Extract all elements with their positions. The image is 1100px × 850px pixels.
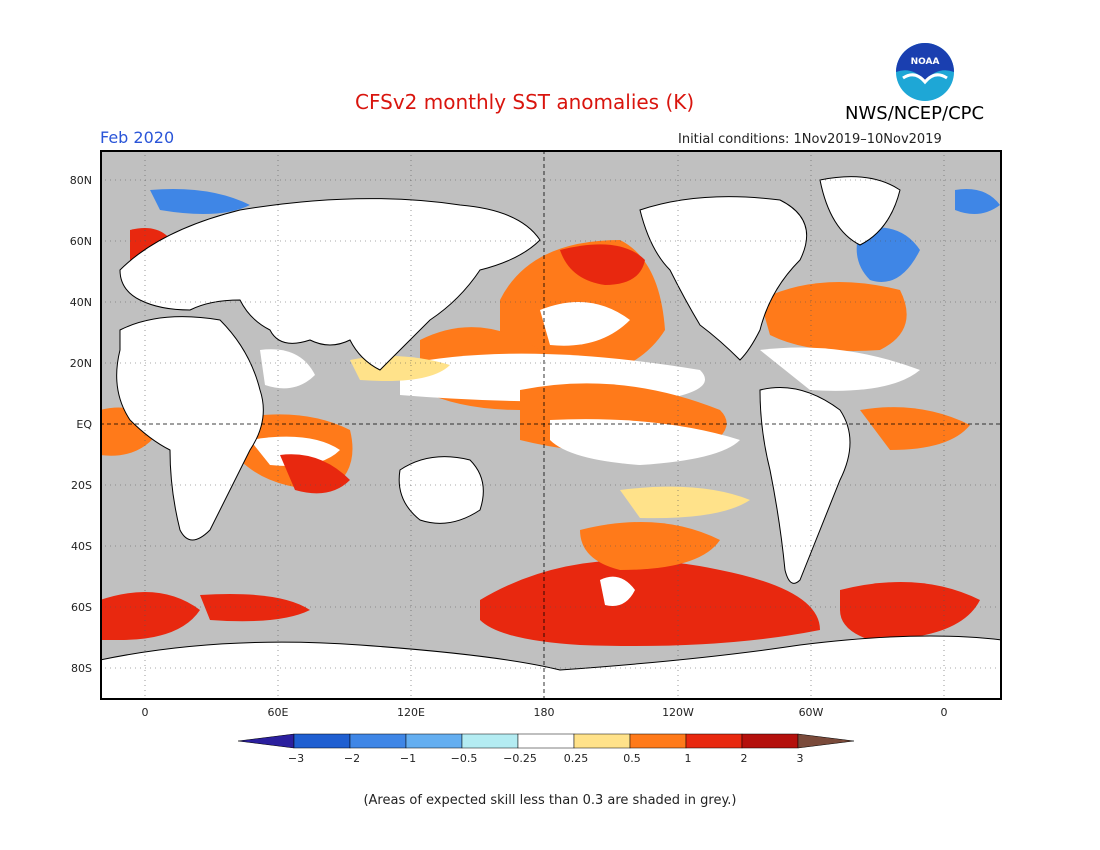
colorbar-cell xyxy=(685,733,743,749)
indian-ocean-hot xyxy=(280,454,350,494)
logo-text: NOAA xyxy=(911,57,940,67)
grid-lines xyxy=(100,150,1002,700)
lon-label: 120W xyxy=(662,706,694,719)
colorbar-cell xyxy=(461,733,519,749)
colorbar-cell xyxy=(741,733,799,749)
south-america xyxy=(759,387,851,584)
south-pacific-yellow xyxy=(620,486,750,519)
colorbar-arrow-high xyxy=(797,733,855,749)
skill-footnote: (Areas of expected skill less than 0.3 a… xyxy=(363,793,737,808)
south-ocean-east-hot xyxy=(840,582,980,640)
initial-conditions: Initial conditions: 1Nov2019–10Nov2019 xyxy=(678,132,942,147)
equatorial-pacific-white xyxy=(550,419,740,465)
colorbar-cell xyxy=(349,733,407,749)
noaa-logo-icon: NOAA xyxy=(894,41,956,103)
arabian-sea-white xyxy=(260,349,315,389)
north-america xyxy=(639,196,808,361)
north-atlantic-warm xyxy=(760,282,907,351)
colorbar-label: 1 xyxy=(684,752,692,765)
organization-label: NWS/NCEP/CPC xyxy=(845,103,985,124)
lon-label: 0 xyxy=(940,706,948,719)
greenland xyxy=(819,176,901,246)
anomaly-patches xyxy=(100,189,1000,646)
colorbar-cell xyxy=(573,733,631,749)
colorbar-cell xyxy=(517,733,575,749)
north-atlantic-cold xyxy=(856,227,920,282)
greenland-cold xyxy=(955,189,1000,214)
lat-label: 60S xyxy=(71,601,92,614)
sst-anomaly-map xyxy=(100,150,1002,700)
map-frame xyxy=(100,150,1002,700)
south-indian-hot xyxy=(200,594,310,622)
lat-label: 20N xyxy=(69,357,92,370)
colorbar-cell xyxy=(293,733,351,749)
lon-label: 120E xyxy=(397,706,425,719)
map-title: CFSv2 monthly SST anomalies (K) xyxy=(355,90,695,114)
eurasia xyxy=(119,198,541,371)
lat-label: 40N xyxy=(69,296,92,309)
colorbar-label: −3 xyxy=(287,752,305,765)
lat-label: 60N xyxy=(69,235,92,248)
colorbar-label: −0.5 xyxy=(450,752,478,765)
north-pacific-white xyxy=(540,302,630,346)
australia xyxy=(398,456,484,524)
southern-ocean-warm xyxy=(480,560,820,646)
lat-label: 80N xyxy=(69,174,92,187)
arctic-cold xyxy=(150,189,250,214)
lon-label: 60E xyxy=(267,706,289,719)
colorbar-label: 3 xyxy=(796,752,804,765)
colorbar-label: 0.25 xyxy=(563,752,589,765)
lat-label: 20S xyxy=(71,479,92,492)
lat-label: 40S xyxy=(71,540,92,553)
colorbar-label: −0.25 xyxy=(503,752,537,765)
indian-ocean-white xyxy=(250,436,340,466)
colorbar-cell xyxy=(405,733,463,749)
lat-label: 80S xyxy=(71,662,92,675)
colorbar-label: 0.5 xyxy=(623,752,641,765)
colorbar-label: −2 xyxy=(343,752,361,765)
africa xyxy=(116,316,264,541)
lon-label: 0 xyxy=(141,706,149,719)
tropical-atlantic-white xyxy=(760,347,920,391)
lat-label: EQ xyxy=(76,418,92,431)
lon-label: 180 xyxy=(533,706,555,719)
forecast-month: Feb 2020 xyxy=(100,128,175,147)
south-pacific-white xyxy=(600,576,635,606)
north-pacific-hot xyxy=(560,244,645,285)
south-atlantic-hot xyxy=(100,592,200,640)
colorbar-label: −1 xyxy=(399,752,417,765)
lon-label: 60W xyxy=(798,706,824,719)
colorbar-cell xyxy=(629,733,687,749)
colorbar-label: 2 xyxy=(740,752,748,765)
equatorial-atlantic-warm xyxy=(860,407,970,450)
colorbar xyxy=(238,733,855,749)
colorbar-arrow-low xyxy=(238,733,295,749)
